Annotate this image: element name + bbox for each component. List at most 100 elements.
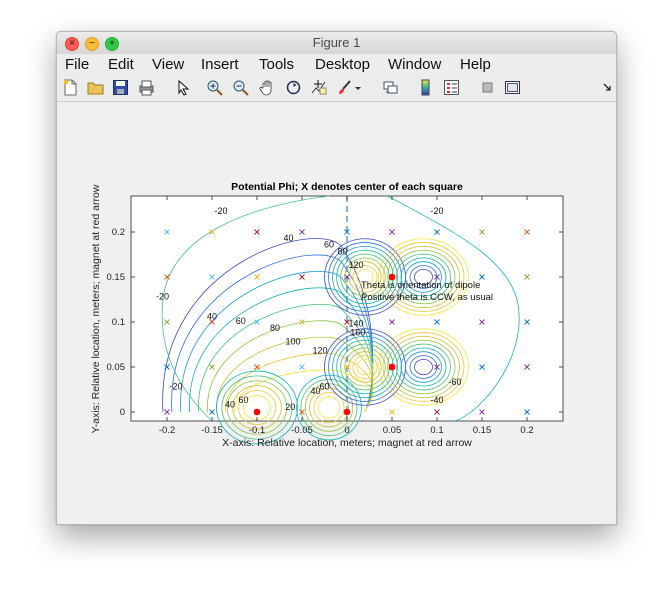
contour-label: 120 — [312, 346, 327, 356]
marker-stroke — [479, 319, 485, 325]
contour-line — [382, 242, 465, 312]
dipole-marker — [253, 408, 261, 416]
square-center-marker — [164, 229, 170, 235]
dock-icon[interactable] — [602, 79, 614, 96]
minimize-icon: − — [89, 38, 95, 49]
figure-window: × − + Figure 1 File Edit View Insert Too… — [56, 31, 617, 525]
minimize-window-button[interactable]: − — [85, 37, 99, 51]
contour-label: -60 — [448, 377, 461, 387]
show-plot-tools-icon[interactable] — [504, 79, 521, 96]
insert-colorbar-icon[interactable] — [417, 79, 434, 96]
square-center-marker — [209, 364, 215, 370]
contour-line — [161, 195, 330, 422]
square-center-marker — [389, 229, 395, 235]
contour-line — [405, 261, 442, 293]
marker-stroke — [254, 229, 260, 235]
square-center-marker — [254, 274, 260, 280]
marker-stroke — [479, 364, 485, 370]
print-icon[interactable] — [138, 79, 155, 96]
save-icon[interactable] — [112, 79, 129, 96]
square-center-marker — [164, 274, 170, 280]
y-tick-label: 0.05 — [107, 362, 126, 373]
marker-stroke — [209, 274, 215, 280]
marker-stroke — [164, 319, 170, 325]
contour-label: 40 — [283, 233, 293, 243]
menu-desktop[interactable]: Desktop — [315, 56, 371, 73]
contour-line — [396, 343, 451, 391]
menu-window[interactable]: Window — [388, 56, 442, 73]
contour-line — [387, 335, 460, 398]
marker-stroke — [344, 319, 350, 325]
marker-stroke — [254, 319, 260, 325]
square-center-marker — [344, 229, 350, 235]
contour-label: 80 — [337, 247, 347, 257]
hide-plot-tools-icon[interactable] — [479, 79, 496, 96]
square-center-marker — [479, 229, 485, 235]
close-window-button[interactable]: × — [65, 37, 79, 51]
link-plot-icon[interactable] — [382, 79, 399, 96]
menu-help[interactable]: Help — [460, 56, 491, 73]
square-center-marker — [299, 409, 305, 415]
menu-tools[interactable]: Tools — [259, 56, 295, 73]
contour-line — [216, 370, 298, 445]
y-tick-label: 0.1 — [112, 317, 125, 328]
contour-label: 60 — [238, 395, 248, 405]
rotate-3d-icon[interactable] — [285, 79, 302, 96]
contour-line — [344, 347, 386, 387]
contour-line — [405, 351, 442, 383]
zoom-in-icon[interactable] — [206, 79, 223, 96]
contour-lines — [161, 195, 520, 445]
pan-icon[interactable] — [259, 79, 276, 96]
square-center-marker — [254, 364, 260, 370]
x-tick-label: 0.1 — [430, 425, 443, 436]
contour-label: 120 — [348, 260, 363, 270]
pointer-icon[interactable] — [175, 79, 192, 96]
new-figure-icon[interactable] — [62, 79, 79, 96]
square-center-marker — [479, 274, 485, 280]
menu-view[interactable]: View — [152, 56, 185, 73]
marker-stroke — [434, 364, 440, 370]
title-bar[interactable]: × − + Figure 1 — [57, 32, 616, 55]
chart-title: Potential Phi; X denotes center of each … — [231, 181, 463, 193]
square-center-marker — [434, 409, 440, 415]
dipole-marker — [388, 273, 396, 281]
square-center-marker — [389, 409, 395, 415]
contour-line — [352, 265, 378, 289]
square-center-marker — [524, 319, 530, 325]
marker-stroke — [254, 364, 260, 370]
brush-dropdown-icon[interactable] — [353, 79, 363, 96]
menu-bar: File Edit View Insert Tools Desktop Wind… — [57, 54, 616, 75]
menu-edit[interactable]: Edit — [108, 56, 134, 73]
square-center-marker — [209, 319, 215, 325]
marker-stroke — [164, 409, 170, 415]
square-center-marker — [254, 319, 260, 325]
zoom-out-icon[interactable] — [232, 79, 249, 96]
contour-line — [300, 379, 358, 436]
marker-stroke — [524, 409, 530, 415]
x-tick-label: 0.05 — [383, 425, 402, 436]
open-file-icon[interactable] — [87, 79, 104, 96]
square-center-marker — [299, 364, 305, 370]
contour-label: 40 — [207, 311, 217, 321]
brush-icon[interactable] — [336, 79, 353, 96]
contour-line — [382, 332, 465, 402]
square-center-marker — [524, 274, 530, 280]
zoom-window-button[interactable]: + — [105, 37, 119, 51]
menu-insert[interactable]: Insert — [201, 56, 239, 73]
contour-line — [317, 396, 341, 419]
y-tick-label: 0 — [120, 407, 125, 418]
menu-file[interactable]: File — [65, 56, 90, 73]
square-center-marker — [344, 364, 350, 370]
data-cursor-icon[interactable] — [310, 79, 327, 96]
x-tick-label: 0 — [344, 425, 349, 436]
contour-label: 60 — [236, 316, 246, 326]
marker-stroke — [524, 229, 530, 235]
contour-plot[interactable]: Potential Phi; X denotes center of each … — [57, 102, 616, 524]
square-center-marker — [479, 409, 485, 415]
contour-line — [387, 245, 460, 308]
square-center-marker — [164, 409, 170, 415]
dipole-marker — [388, 363, 396, 371]
marker-stroke — [434, 409, 440, 415]
insert-legend-icon[interactable] — [443, 79, 460, 96]
marker-stroke — [164, 364, 170, 370]
